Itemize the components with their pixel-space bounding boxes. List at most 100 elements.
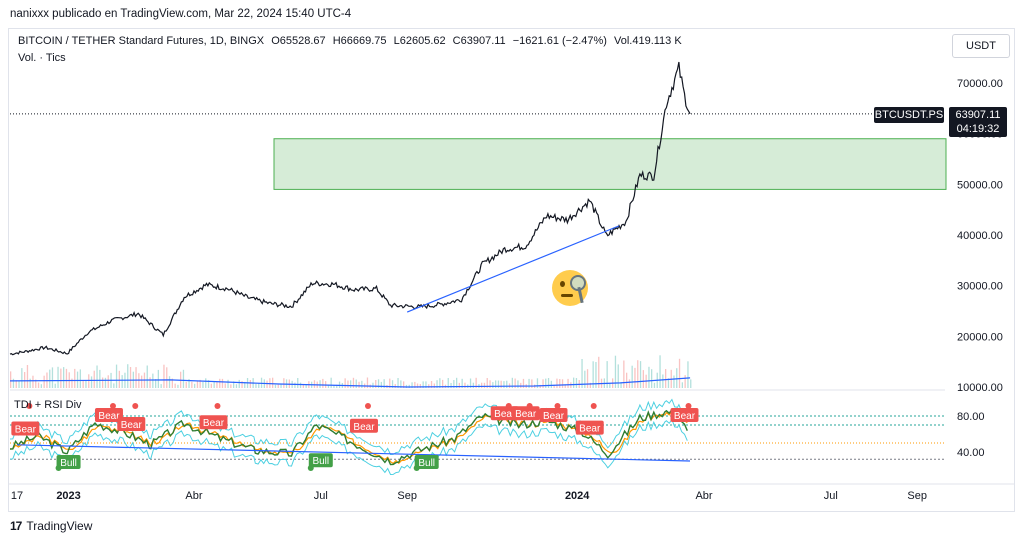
- time-axis-tick: 2024: [565, 490, 590, 502]
- volume-bar: [391, 380, 394, 388]
- indicator-legend[interactable]: TDI + RSI Div: [14, 399, 82, 411]
- volume-bar: [272, 377, 274, 388]
- bear-label: Bear: [579, 424, 601, 435]
- volume-bar: [380, 381, 382, 388]
- volume-bar: [481, 382, 483, 388]
- volume-bar: [681, 382, 683, 388]
- volume-bar: [230, 384, 232, 388]
- volume-bar: [115, 364, 118, 388]
- volume-bar: [589, 382, 591, 388]
- volume-bar: [447, 378, 449, 388]
- close-value: C63907.11: [452, 35, 506, 47]
- volume-bar: [224, 383, 226, 388]
- chart-frame: [8, 28, 1015, 512]
- volume-bar: [389, 378, 391, 388]
- volume-bar: [458, 382, 460, 388]
- bear-label: Bear: [543, 411, 565, 422]
- volume-bar: [394, 384, 396, 388]
- volume-bar: [121, 375, 123, 388]
- volume-bar: [174, 383, 176, 388]
- volume-bar: [520, 382, 522, 388]
- volume-bar: [274, 384, 277, 388]
- volume-bar: [684, 375, 686, 388]
- volume-bar: [665, 369, 667, 388]
- volume-bar: [500, 380, 502, 388]
- volume-bar: [528, 378, 530, 388]
- volume-bar: [202, 382, 204, 388]
- volume-bar: [10, 371, 12, 388]
- volume-bar: [539, 384, 541, 388]
- bear-label-box: [670, 408, 699, 422]
- volume-bar: [456, 377, 458, 388]
- bear-label-box: [11, 421, 40, 436]
- time-axis-tick: Abr: [695, 490, 712, 502]
- bear-label: Bear: [203, 418, 225, 429]
- volume-bar: [82, 380, 84, 388]
- volume-bar: [40, 384, 42, 388]
- volume-bar: [283, 378, 285, 388]
- volume-bar: [29, 378, 31, 388]
- volume-bar: [414, 381, 416, 388]
- volume-bar: [54, 383, 56, 388]
- volume-bar: [489, 380, 491, 388]
- time-axis-tick: 2023: [56, 490, 80, 502]
- volume-bar: [280, 383, 282, 388]
- volume-bar: [12, 378, 15, 388]
- volume-bar: [634, 367, 636, 388]
- symbol-badge: BTCUSDT.PS: [874, 107, 944, 123]
- currency-button[interactable]: USDT: [952, 34, 1010, 58]
- footer[interactable]: 17 TradingView: [10, 519, 92, 533]
- volume-bar: [617, 364, 619, 388]
- volume-bar: [299, 382, 302, 388]
- volume-bar: [338, 381, 341, 388]
- volume-bar: [336, 384, 338, 388]
- bear-dot: [505, 403, 512, 409]
- volume-bar: [592, 361, 594, 388]
- volume-bar: [26, 365, 29, 388]
- volume-bar: [196, 380, 199, 388]
- volume-bar: [584, 370, 586, 388]
- bear-dot: [26, 403, 33, 409]
- volume-bar: [556, 378, 558, 388]
- bear-dot: [685, 403, 692, 409]
- volume-bar: [135, 367, 137, 388]
- volume-bar: [662, 374, 664, 388]
- volume-bar: [127, 364, 129, 388]
- volume-bar: [511, 377, 513, 388]
- volume-bar: [355, 379, 357, 388]
- volume-bar: [49, 369, 51, 388]
- bull-label: Bull: [418, 458, 435, 469]
- volume-bar: [149, 377, 151, 388]
- volume-bar: [185, 381, 187, 388]
- volume-bar: [659, 355, 661, 388]
- tradingview-logo-icon: 17: [10, 519, 22, 533]
- rsi-axis-tick: 40.00: [957, 447, 985, 459]
- volume-bar: [642, 370, 644, 388]
- volume-bar: [536, 378, 539, 388]
- time-axis-tick: 17: [11, 490, 23, 502]
- volume-legend[interactable]: Vol. · Tics: [18, 52, 66, 64]
- volume-bar: [425, 381, 427, 388]
- volume-bar: [266, 380, 268, 388]
- author-line: nanixxx publicado en TradingView.com, Ma…: [10, 8, 352, 20]
- volume-bar: [561, 379, 564, 388]
- bear-dot: [526, 403, 533, 409]
- volume-bar: [146, 365, 148, 388]
- bear-label: Bear: [494, 409, 516, 420]
- volume-ma-line: [9, 377, 691, 388]
- bear-label: Bear: [98, 411, 120, 422]
- volume-bar: [205, 378, 207, 388]
- bear-label-box: [94, 408, 123, 422]
- volume-bar: [522, 378, 525, 388]
- volume-bar: [690, 379, 692, 388]
- volume-bar: [51, 367, 54, 388]
- bear-label: Bear: [15, 425, 37, 436]
- volume-bar: [350, 380, 352, 388]
- bull-label: Bull: [312, 456, 329, 467]
- time-axis-tick: Sep: [907, 490, 927, 502]
- last-price: 63907.11: [955, 109, 1001, 121]
- volume-bar: [79, 369, 81, 388]
- volume-bar: [492, 382, 494, 388]
- high-value: H66669.75: [332, 35, 387, 47]
